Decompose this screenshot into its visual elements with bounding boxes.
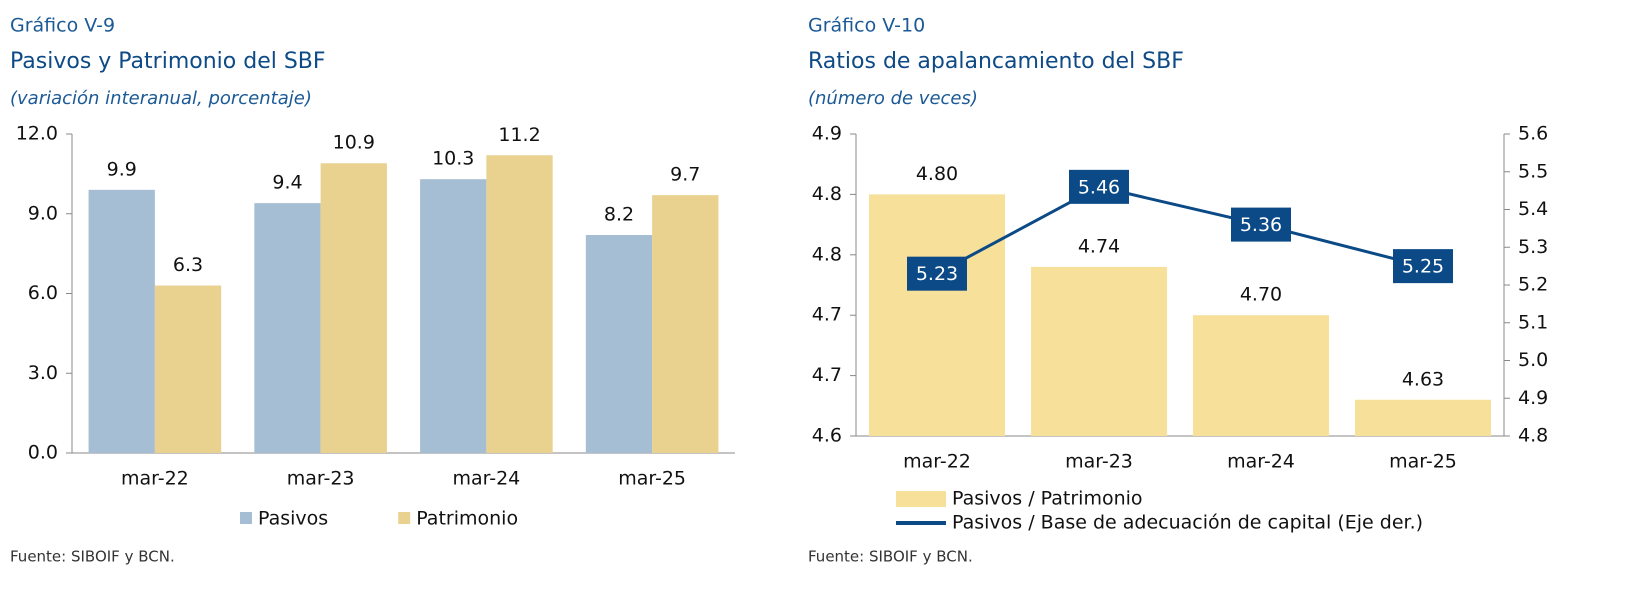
y-tick-label: 6.0	[28, 282, 58, 304]
y2-tick-label: 4.9	[1518, 387, 1548, 409]
data-label: 6.3	[173, 254, 203, 276]
bar	[320, 163, 387, 453]
bar	[868, 194, 1006, 436]
data-label: 5.23	[916, 263, 958, 285]
data-label: 5.36	[1240, 214, 1282, 236]
data-label: 9.9	[107, 158, 137, 180]
source-note: Fuente: SIBOIF y BCN.	[10, 548, 175, 566]
bar	[420, 179, 487, 454]
y-tick-label: 4.8	[812, 243, 842, 265]
y2-tick-label: 5.0	[1518, 349, 1548, 371]
legend-swatch	[896, 491, 946, 507]
chart-subtitle: (variación interanual, porcentaje)	[10, 88, 312, 109]
data-label: 4.70	[1240, 284, 1282, 306]
data-label: 10.9	[333, 132, 375, 154]
y-tick-label: 9.0	[28, 202, 58, 224]
data-label-box	[1069, 169, 1129, 204]
data-label-box	[907, 256, 967, 291]
legend-swatch	[240, 512, 252, 524]
data-label: 8.2	[604, 204, 634, 226]
x-tick-label: mar-23	[287, 468, 355, 490]
x-tick-label: mar-24	[1227, 451, 1295, 473]
chart-subtitle: (número de veces)	[808, 88, 978, 109]
legend-swatch	[398, 512, 411, 524]
chart-label: Gráfico V-9	[10, 15, 115, 37]
bar	[585, 235, 653, 453]
data-label-box	[1231, 207, 1291, 242]
data-label: 10.3	[432, 148, 474, 170]
y-tick-label: 3.0	[28, 362, 58, 384]
x-tick-label: mar-23	[1065, 451, 1133, 473]
bar	[652, 195, 719, 453]
bar	[154, 285, 222, 453]
y2-tick-label: 5.3	[1518, 236, 1548, 258]
data-label: 9.7	[670, 164, 700, 186]
legend-label: Pasivos	[258, 508, 328, 530]
y-tick-label: 4.9	[812, 123, 842, 145]
data-label-box	[1393, 249, 1453, 284]
x-tick-label: mar-22	[121, 468, 189, 490]
x-tick-label: mar-25	[618, 468, 686, 490]
y2-tick-label: 5.5	[1518, 160, 1548, 182]
data-label: 4.63	[1402, 368, 1444, 390]
legend-label: Pasivos / Base de adecuación de capital …	[952, 512, 1423, 534]
legend-label: Pasivos / Patrimonio	[952, 488, 1143, 510]
y-tick-label: 4.6	[812, 425, 842, 447]
y-tick-label: 4.7	[812, 364, 842, 386]
data-label: 5.25	[1402, 256, 1444, 278]
data-label: 4.74	[1078, 235, 1120, 257]
data-label: 9.4	[272, 172, 302, 194]
y2-tick-label: 5.6	[1518, 123, 1548, 145]
x-tick-label: mar-24	[452, 468, 520, 490]
chart-title: Ratios de apalancamiento del SBF	[808, 49, 1184, 74]
chart-label: Gráfico V-10	[808, 15, 925, 37]
y-tick-label: 4.8	[812, 183, 842, 205]
y-tick-label: 12.0	[16, 123, 58, 145]
y2-tick-label: 5.2	[1518, 274, 1548, 296]
x-tick-label: mar-22	[903, 451, 971, 473]
bar	[1030, 266, 1168, 436]
source-note: Fuente: SIBOIF y BCN.	[808, 548, 973, 566]
data-label: 11.2	[498, 124, 540, 146]
y2-tick-label: 5.1	[1518, 311, 1548, 333]
bar	[254, 203, 321, 453]
bar	[1354, 399, 1492, 436]
data-label: 5.46	[1078, 176, 1120, 198]
x-tick-label: mar-25	[1389, 451, 1457, 473]
bar	[486, 155, 553, 453]
y-tick-label: 0.0	[28, 442, 58, 464]
bar	[1192, 315, 1330, 436]
y-tick-label: 4.7	[812, 304, 842, 326]
legend-label: Patrimonio	[416, 508, 518, 530]
chart-title: Pasivos y Patrimonio del SBF	[10, 49, 326, 74]
data-label: 4.80	[916, 163, 958, 185]
bar	[88, 189, 155, 453]
y2-tick-label: 5.4	[1518, 198, 1548, 220]
y2-tick-label: 4.8	[1518, 425, 1548, 447]
line	[936, 185, 1424, 275]
